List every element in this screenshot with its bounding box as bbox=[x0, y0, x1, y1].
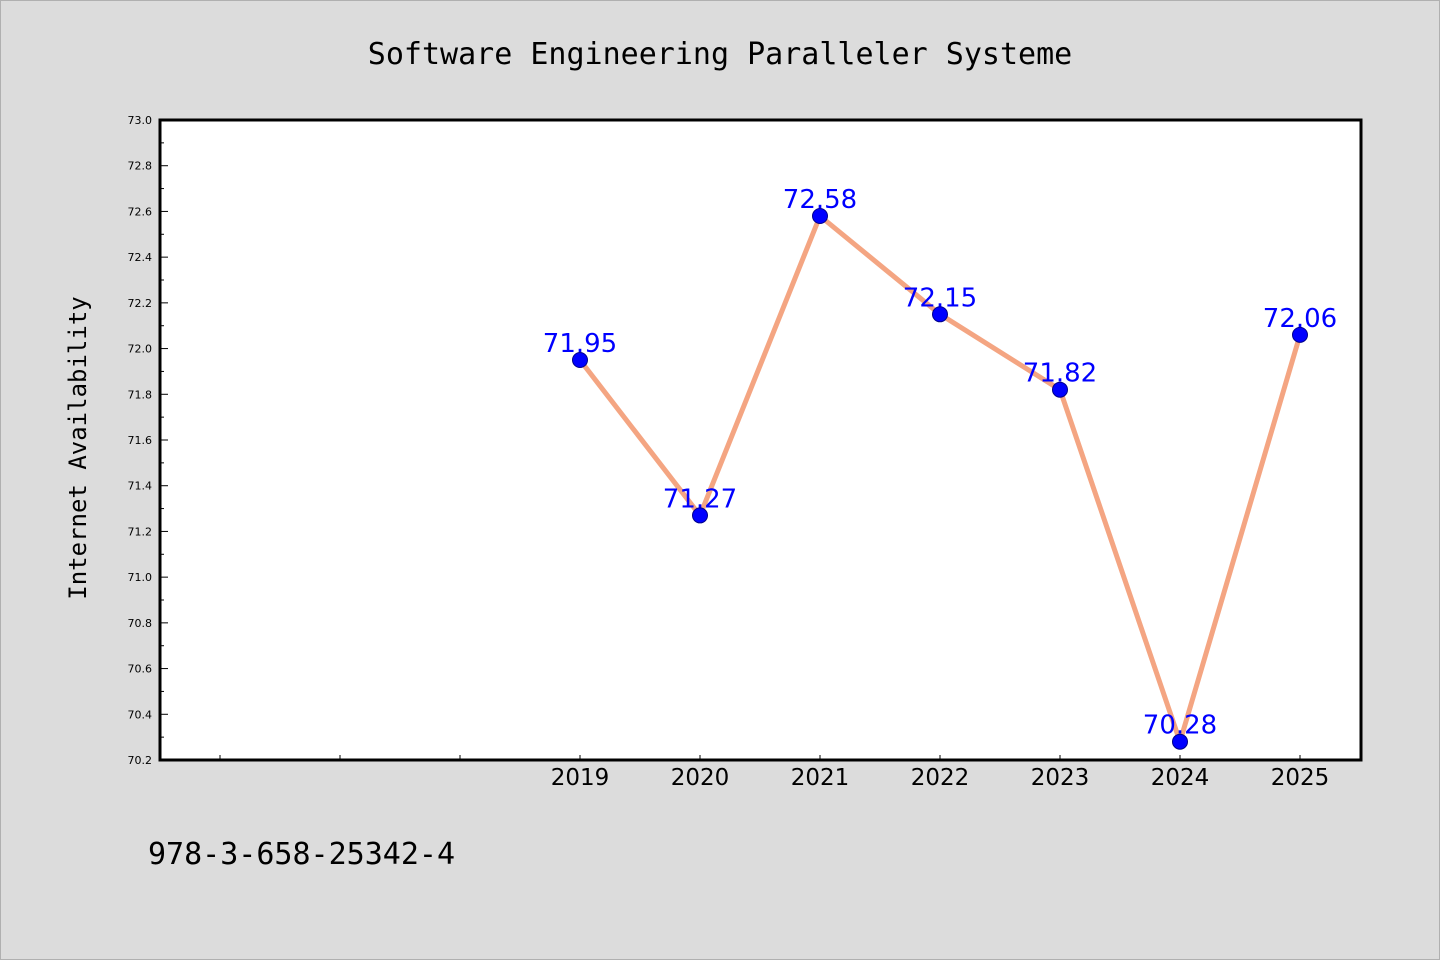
y-tick-label: 72.6 bbox=[128, 205, 153, 218]
x-axis: 2019 2020 2021 2022 2023 2024 2025 bbox=[219, 755, 1330, 791]
x-tick-label: 2024 bbox=[1151, 765, 1210, 791]
data-label: 70.28 bbox=[1143, 711, 1217, 741]
data-point bbox=[812, 208, 828, 224]
data-point bbox=[692, 507, 708, 524]
y-axis-label: Internet Availability bbox=[64, 296, 92, 599]
y-tick-label: 70.4 bbox=[128, 708, 153, 721]
x-tick-label: 2020 bbox=[671, 765, 730, 791]
x-tick-label: 2022 bbox=[911, 765, 970, 791]
y-tick-label: 72.8 bbox=[128, 160, 153, 173]
x-tick-label: 2019 bbox=[551, 765, 610, 791]
y-tick-label: 72.4 bbox=[128, 251, 153, 264]
y-tick-label: 73.0 bbox=[128, 114, 153, 127]
data-point bbox=[932, 306, 948, 323]
plot-border bbox=[158, 118, 1363, 762]
data-label: 72.58 bbox=[783, 185, 857, 215]
data-point bbox=[1052, 381, 1068, 398]
x-tick-label: 2023 bbox=[1031, 765, 1090, 791]
y-tick-label: 71.4 bbox=[128, 480, 153, 493]
y-tick-label: 71.0 bbox=[128, 571, 153, 584]
data-label: 71.27 bbox=[663, 484, 737, 514]
x-tick-label: 2025 bbox=[1271, 765, 1330, 791]
y-tick-label: 70.2 bbox=[128, 754, 153, 767]
data-label: 71.95 bbox=[543, 329, 617, 359]
y-tick-label: 70.8 bbox=[128, 617, 153, 630]
y-axis: 70.2 70.4 70.6 70.8 71.0 71.2 71.4 71.6 71.8 72.0… bbox=[128, 114, 168, 767]
data-label: 72.15 bbox=[903, 283, 977, 313]
y-tick-label: 71.6 bbox=[128, 434, 153, 447]
footnote-isbn: 978-3-658-25342-4 bbox=[148, 837, 455, 872]
data-point bbox=[1292, 326, 1308, 343]
data-label: 71.82 bbox=[1023, 359, 1097, 389]
y-tick-label: 72.2 bbox=[128, 297, 153, 310]
y-tick-label: 71.8 bbox=[128, 388, 153, 401]
plot-area bbox=[160, 120, 1361, 760]
chart-title: Software Engineering Paralleler Systeme bbox=[368, 37, 1072, 72]
y-tick-label: 71.2 bbox=[128, 525, 153, 538]
y-tick-label: 72.0 bbox=[128, 343, 153, 356]
data-point bbox=[1172, 733, 1188, 750]
data-label: 72.06 bbox=[1263, 304, 1337, 334]
data-point bbox=[572, 352, 588, 368]
x-tick-label: 2021 bbox=[791, 765, 850, 791]
y-tick-label: 70.6 bbox=[128, 663, 153, 676]
series-layer: 71.95 71.27 72.58 72.15 71.82 70.28 72.06 bbox=[543, 185, 1337, 750]
